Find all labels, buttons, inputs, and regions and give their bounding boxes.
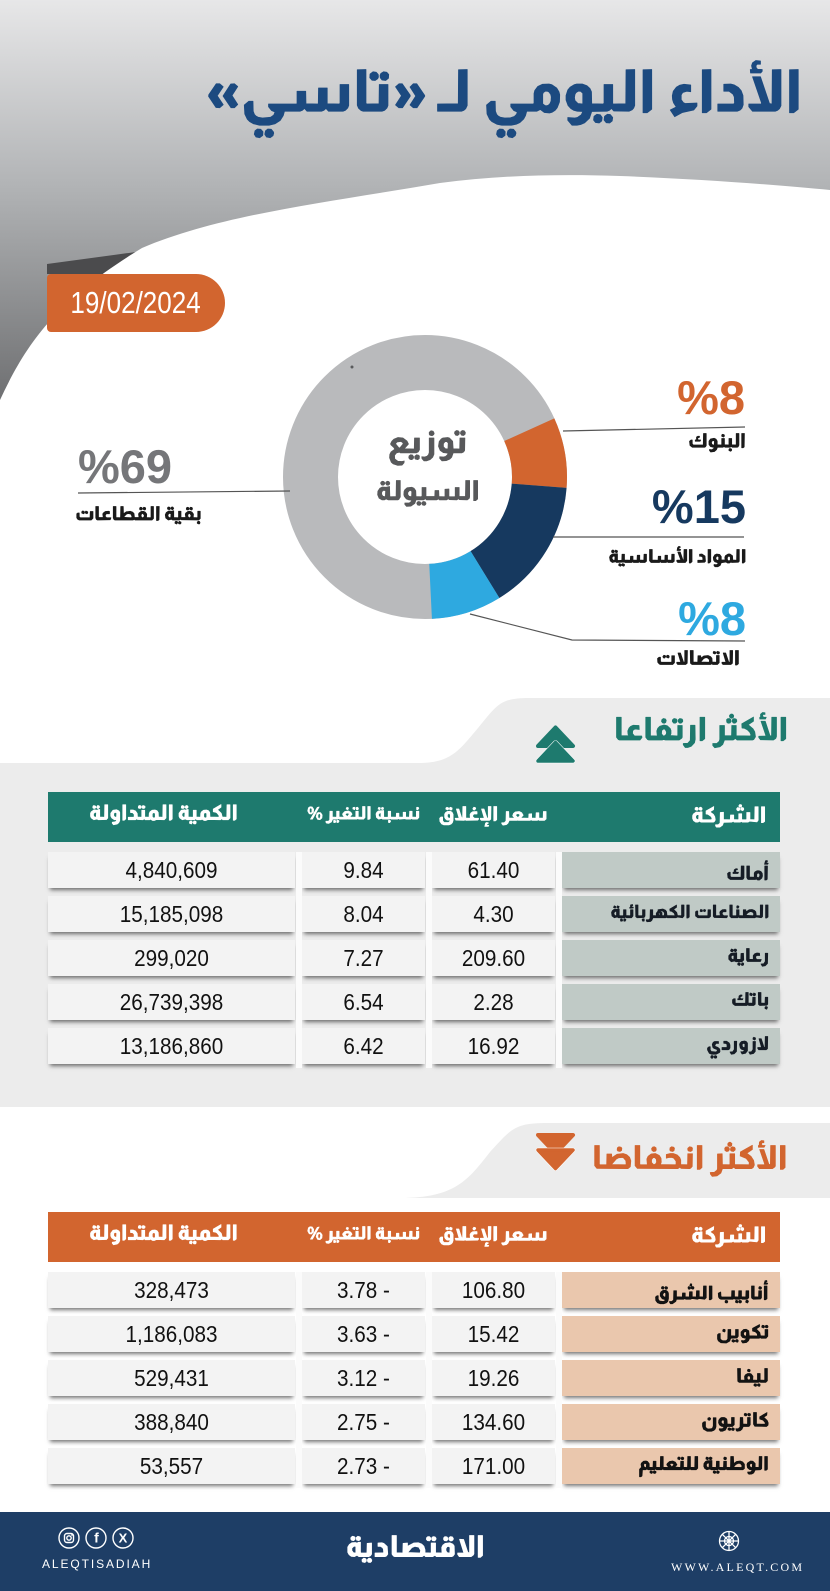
svg-text:X: X [119, 1531, 128, 1546]
svg-text:f: f [94, 1530, 99, 1546]
